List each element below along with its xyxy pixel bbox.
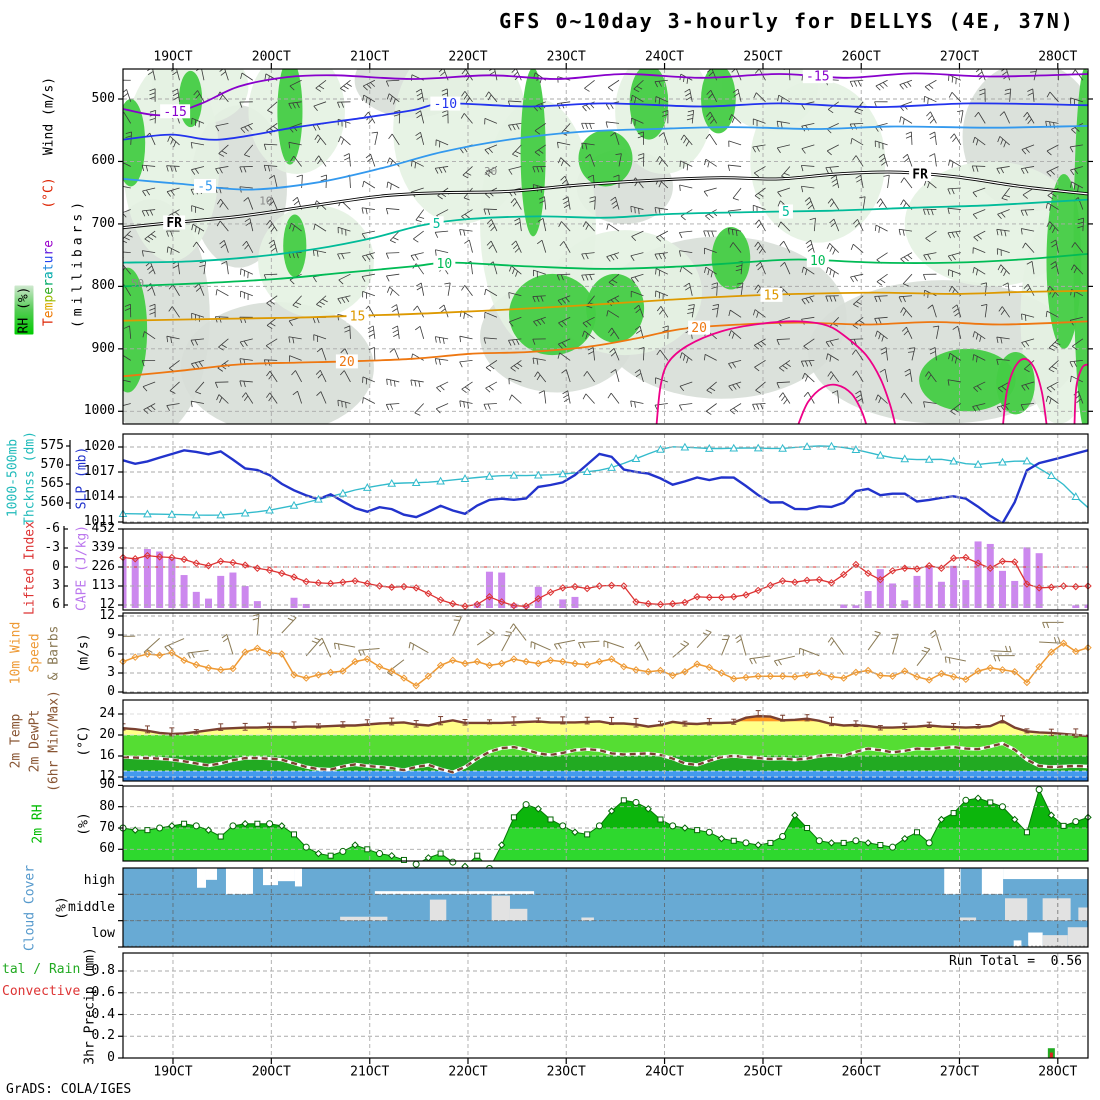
p6-ytick: 90: [99, 777, 115, 793]
svg-text:-10: -10: [434, 97, 457, 112]
p2-slp-ytick: 1014: [83, 489, 115, 504]
bottom-date-label: 20OCT: [251, 1064, 291, 1080]
bottom-date-label: 26OCT: [841, 1064, 881, 1080]
bottom-date-label: 27OCT: [939, 1064, 980, 1080]
p8-ytick: 0: [107, 1050, 115, 1065]
svg-text:30: 30: [484, 165, 497, 178]
bottom-date-label: 28OCT: [1038, 1064, 1078, 1080]
p4-ytick: 6: [107, 646, 115, 661]
p6-ytick: 70: [99, 820, 115, 835]
svg-text:-15: -15: [806, 70, 829, 85]
p3-cape-ytick: 113: [91, 578, 115, 593]
p8-ytick: 0.6: [91, 984, 115, 1000]
p2-slp-ytick: 1017: [83, 464, 115, 479]
p5-temp-label: 2m Temp: [8, 713, 24, 769]
p1-ytick: 700: [91, 215, 115, 231]
p1-ytick: 1000: [83, 403, 115, 419]
p8-ytick: 0.2: [91, 1028, 115, 1044]
bottom-date-label: 22OCT: [448, 1064, 488, 1080]
svg-text:5: 5: [433, 217, 441, 232]
p1-ytick: 500: [91, 91, 115, 106]
svg-text:20: 20: [339, 355, 355, 370]
top-date-label: 21OCT: [350, 49, 390, 65]
p3-cape-ytick: 12: [99, 597, 115, 612]
svg-text:-15: -15: [163, 105, 186, 120]
p7-cloud-label: Cloud Cover: [22, 864, 38, 952]
p3-li-ytick: 0: [52, 559, 60, 574]
p2-thk-ytick: 560: [40, 495, 64, 510]
run-total-label: Run Total = 0.56: [948, 954, 1082, 969]
svg-text:FR: FR: [912, 167, 928, 182]
top-date-label: 26OCT: [841, 49, 881, 65]
p2-slp-ytick: 1011: [83, 514, 115, 529]
p8-ytick: 0.8: [91, 963, 115, 978]
p5-ytick: 12: [99, 769, 115, 784]
p3-li-ytick: 6: [52, 597, 60, 612]
svg-text:20: 20: [691, 321, 707, 336]
svg-text:FR: FR: [166, 216, 182, 231]
p7-row-label: high: [83, 873, 115, 889]
p1-wind-axis-label: Wind (m/s): [41, 76, 57, 156]
svg-text:15: 15: [764, 288, 780, 303]
p6-rh-label: 2m RH: [30, 804, 46, 844]
svg-text:50: 50: [131, 277, 144, 290]
bottom-date-label: 23OCT: [546, 1064, 586, 1080]
bottom-date-label: 25OCT: [743, 1064, 783, 1080]
p5-ytick: 24: [99, 706, 115, 721]
p3-cape-ytick: 226: [91, 559, 115, 574]
p8-convective-legend: Convective: [2, 984, 81, 999]
p1-ytick: 800: [91, 278, 115, 294]
p2-slp-ytick: 1020: [83, 439, 115, 454]
chart-title: GFS 0~10day 3-hourly for DELLYS (4E, 37N…: [499, 9, 1075, 33]
p4-ytick: 12: [99, 608, 115, 623]
p3-li-ytick: -3: [44, 540, 60, 555]
top-date-label: 28OCT: [1038, 49, 1078, 65]
p1-rh-label: RH (%): [14, 285, 34, 335]
bottom-date-label: 19OCT: [153, 1064, 193, 1080]
svg-text:10: 10: [810, 254, 826, 269]
top-date-label: 19OCT: [153, 49, 193, 65]
p1-ytick: 900: [91, 340, 115, 356]
p3-cape-ytick: 339: [91, 540, 115, 555]
svg-text:5: 5: [782, 205, 790, 220]
top-date-label: 27OCT: [939, 49, 980, 65]
svg-text:10: 10: [437, 257, 453, 272]
p7-row-label: middle: [68, 899, 115, 915]
p6-ytick: 60: [99, 841, 115, 857]
p4-ytick: 3: [107, 665, 115, 680]
p1-temp-units-label: (°C): [41, 177, 57, 209]
p2-thk-ytick: 575: [40, 438, 64, 453]
p4-ytick: 9: [107, 627, 115, 642]
p5-ytick: 20: [99, 727, 115, 742]
p7-row-label: low: [91, 925, 115, 941]
p2-thk-ytick: 570: [40, 457, 64, 472]
p6-ytick: 80: [99, 798, 115, 814]
p5-ytick: 16: [99, 748, 115, 763]
p1-ytick: 600: [91, 153, 115, 169]
top-date-label: 20OCT: [251, 49, 291, 65]
p3-li-ytick: 3: [52, 578, 60, 593]
svg-text:15: 15: [350, 309, 366, 324]
bottom-date-label: 21OCT: [350, 1064, 390, 1080]
p8-total-rain-legend: tal / Rain: [2, 962, 81, 977]
p3-cape-ytick: 452: [91, 521, 115, 536]
top-date-label: 24OCT: [644, 49, 685, 65]
p4-wind-label-2: Speed: [27, 633, 43, 673]
top-date-label: 22OCT: [448, 49, 488, 65]
bottom-date-label: 24OCT: [644, 1064, 685, 1080]
p4-ytick: 0: [107, 684, 115, 699]
p5-dewpt-label: 2m DewPt: [27, 709, 43, 773]
p8-ytick: 0.4: [91, 1006, 115, 1022]
p4-wind-label-1: 10m Wind: [8, 621, 24, 685]
top-date-label: 23OCT: [546, 49, 586, 65]
top-date-label: 25OCT: [743, 49, 783, 65]
p3-li-ytick: -6: [44, 521, 60, 536]
p2-thk-ytick: 565: [40, 476, 64, 491]
grads-credit: GrADS: COLA/IGES: [6, 1082, 132, 1097]
svg-text:10: 10: [259, 195, 272, 208]
svg-text:-5: -5: [197, 179, 213, 194]
